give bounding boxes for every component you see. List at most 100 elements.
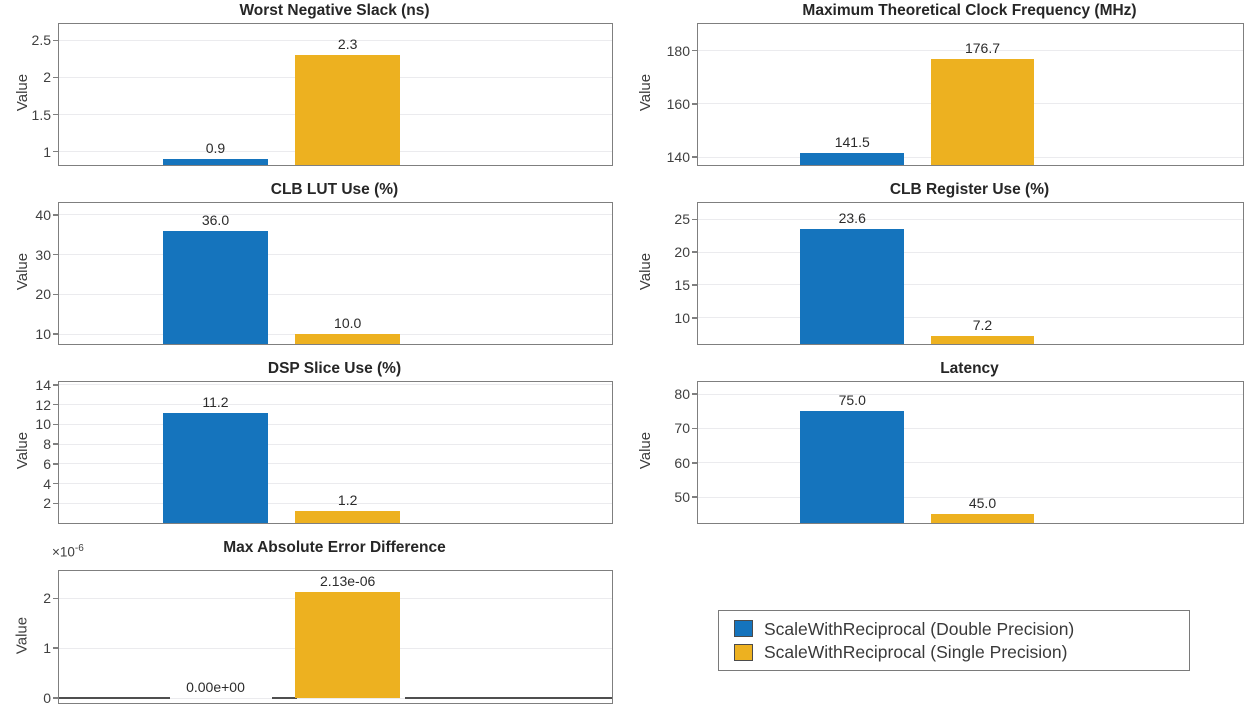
y-tick-label: 140 — [666, 149, 690, 166]
y-tick-label: 1 — [43, 143, 51, 160]
y-tick-label: 2.5 — [31, 32, 51, 49]
y-tick-label: 10 — [674, 309, 690, 326]
y-tick-label: 2 — [43, 69, 51, 86]
bar-double-precision — [162, 230, 269, 344]
y-axis-label: Value — [13, 616, 31, 655]
y-tick-label: 50 — [674, 489, 690, 506]
gridline — [698, 50, 1243, 52]
y-tick-label: 40 — [35, 206, 51, 223]
y-tick-mark — [692, 284, 698, 286]
plot-area: 1 1.5 2 2.5 0.9 2.3 — [32, 23, 613, 166]
bar-double-precision — [800, 411, 904, 523]
y-axis-label: Value — [14, 252, 31, 291]
y-tick-mark — [53, 76, 59, 79]
zero-baseline — [271, 697, 297, 700]
y-tick-label: 2 — [43, 495, 51, 512]
y-tick-mark — [53, 214, 59, 216]
chart-title: Latency — [940, 360, 999, 377]
bar-double-precision — [162, 159, 269, 165]
bar-value-label: 7.2 — [972, 317, 993, 334]
y-tick-mark — [692, 462, 698, 464]
chart-title: Worst Negative Slack (ns) — [239, 2, 430, 19]
gridline — [698, 251, 1243, 253]
zero-baseline — [59, 697, 170, 700]
subplot-clb-register-use: CLB Register Use (%) Value 10 15 20 25 23.6 7… — [623, 179, 1246, 358]
bar-single-precision — [930, 514, 1035, 523]
gridline — [698, 218, 1243, 220]
subplot-dsp-slice-use: DSP Slice Use (%) Value 2 4 6 8 10 12 14 11.2 1.… — [0, 358, 623, 537]
gridline — [698, 427, 1243, 429]
chart-title: Maximum Theoretical Clock Frequency (MHz… — [802, 2, 1137, 19]
gridline — [59, 463, 612, 465]
gridline — [59, 423, 612, 425]
y-tick-label: 10 — [35, 326, 51, 343]
gridline — [698, 284, 1243, 286]
legend-item-single-precision: ScaleWithReciprocal (Single Precision) — [734, 642, 1189, 662]
y-tick-mark — [53, 253, 59, 256]
bar-single-precision — [930, 59, 1035, 165]
bar-value-label: 141.5 — [834, 134, 870, 151]
y-tick-label: 70 — [674, 420, 690, 437]
y-tick-label: 2 — [43, 590, 51, 607]
bar-value-label: 0.00e+00 — [186, 679, 245, 696]
gridline — [698, 496, 1243, 498]
y-tick-mark — [53, 39, 59, 42]
y-tick-label: 6 — [43, 455, 51, 472]
y-axis-exponent-label: ×10-6 — [52, 543, 84, 560]
subplot-clb-lut-use: CLB LUT Use (%) Value 10 20 30 40 36.0 10.0 — [0, 179, 623, 358]
bar-value-label: 23.6 — [838, 209, 866, 226]
y-tick-mark — [53, 150, 59, 153]
gridline — [59, 254, 612, 256]
y-tick-mark — [53, 463, 59, 465]
plot-area: 10 20 30 40 36.0 10.0 — [35, 202, 613, 345]
y-tick-label: 0 — [43, 690, 51, 707]
legend-swatch-double-precision — [734, 620, 753, 638]
y-tick-mark — [692, 393, 698, 395]
y-axis-label: Value — [637, 73, 654, 112]
gridline — [59, 443, 612, 445]
bar-value-label: 11.2 — [202, 393, 229, 410]
y-tick-mark — [53, 482, 59, 485]
gridline — [59, 502, 612, 504]
subplot-worst-negative-slack: Worst Negative Slack (ns) Value 1 1.5 2 2.5… — [0, 0, 623, 179]
y-tick-label: 10 — [35, 416, 51, 433]
y-axis-label: Value — [637, 252, 654, 291]
y-axis-label: Value — [14, 73, 31, 112]
gridline — [59, 483, 612, 485]
chart-title: CLB LUT Use (%) — [270, 181, 399, 198]
bar-value-label: 0.9 — [205, 140, 226, 157]
bar-value-label: 75.0 — [838, 392, 866, 409]
plot-area: 50 60 70 80 75.0 45.0 — [674, 381, 1244, 524]
bar-double-precision — [800, 153, 904, 165]
y-tick-mark — [53, 113, 59, 116]
bar-single-precision — [295, 591, 401, 699]
y-axis-label: Value — [637, 431, 654, 470]
y-tick-mark — [692, 427, 698, 430]
gridline — [59, 404, 612, 406]
subplot-max-clock-frequency: Maximum Theoretical Clock Frequency (MHz… — [623, 0, 1246, 179]
y-tick-mark — [692, 49, 698, 52]
y-tick-mark — [692, 251, 698, 253]
y-tick-mark — [692, 218, 698, 221]
bar-single-precision — [295, 55, 401, 165]
y-tick-label: 1 — [43, 640, 51, 657]
bar-double-precision — [800, 228, 904, 344]
y-tick-label: 1.5 — [31, 106, 51, 123]
zero-baseline — [404, 697, 612, 700]
y-tick-label: 4 — [43, 475, 51, 492]
legend-swatch-single-precision — [734, 643, 753, 661]
bar-value-label: 1.2 — [337, 492, 358, 509]
plot-area: 140 160 180 141.5 176.7 — [667, 23, 1244, 166]
y-tick-mark — [53, 697, 59, 699]
y-tick-mark — [53, 403, 59, 406]
gridline — [59, 39, 612, 41]
y-tick-label: 30 — [35, 246, 51, 263]
y-tick-label: 15 — [674, 276, 690, 293]
y-tick-label: 180 — [666, 42, 690, 59]
y-tick-label: 8 — [43, 436, 51, 453]
gridline — [698, 393, 1243, 395]
legend: ScaleWithReciprocal (Double Precision) S… — [718, 610, 1190, 671]
y-tick-mark — [53, 647, 59, 649]
chart-title: DSP Slice Use (%) — [267, 360, 402, 377]
y-tick-label: 20 — [35, 286, 51, 303]
